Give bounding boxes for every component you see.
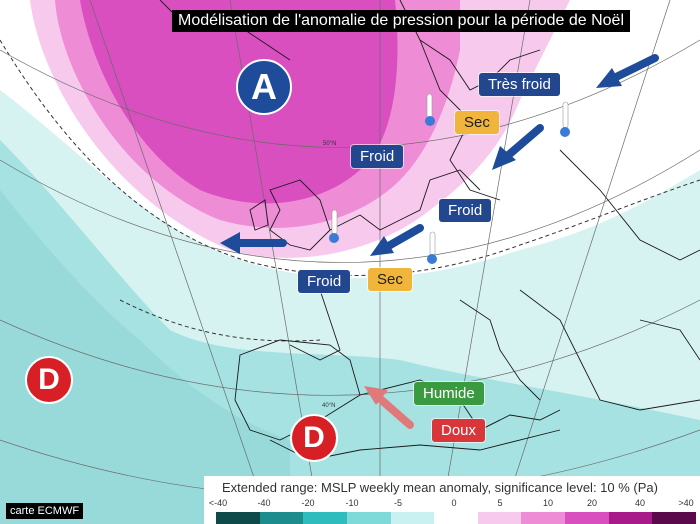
legend-color-swatch	[521, 512, 566, 524]
tag-froid-central: Froid	[439, 199, 492, 222]
source-credit: carte ECMWF	[6, 503, 84, 519]
thermometer-icon-russia	[560, 101, 570, 137]
legend-color-swatch	[477, 512, 522, 524]
legend-tick: 40	[634, 498, 646, 508]
legend-color-swatch	[216, 512, 260, 524]
wind-arrow-icon-east	[596, 54, 659, 88]
wind-arrow-icon-atlantic	[220, 232, 287, 254]
color-legend: Extended range: MSLP weekly mean anomaly…	[204, 476, 700, 524]
high-pressure-marker: A	[236, 59, 292, 115]
legend-ticks: <-40 -40 -20 -10 -5 0 5 10 20 40 >40	[208, 498, 696, 510]
legend-color-scale	[216, 512, 697, 524]
legend-tick: >40	[678, 498, 694, 508]
thermometer-icon-scandinavia	[425, 93, 435, 126]
legend-tick: -40	[257, 498, 271, 508]
tag-froid-north-sea: Froid	[351, 145, 404, 168]
tag-doux: Doux	[432, 419, 486, 442]
legend-color-swatch	[259, 512, 304, 524]
legend-tick: 0	[451, 498, 457, 508]
graticule-label-50n: 50°N	[323, 141, 336, 147]
legend-tick: -5	[393, 498, 403, 508]
legend-color-swatch	[608, 512, 653, 524]
thermometer-icon-uk	[329, 209, 339, 243]
legend-color-swatch	[390, 512, 435, 524]
significance-contour	[0, 39, 700, 276]
low-pressure-marker-spain: D	[290, 414, 338, 462]
wind-arrow-icon-mediterranean	[364, 386, 414, 429]
tag-sec-scandinavia: Sec	[455, 111, 499, 134]
legend-color-swatch	[346, 512, 391, 524]
tag-humide: Humide	[414, 382, 484, 405]
legend-tick: 10	[542, 498, 554, 508]
positive-anomaly-strong	[80, 0, 398, 204]
legend-tick: <-40	[208, 498, 228, 508]
legend-tick: 5	[497, 498, 503, 508]
legend-tick: 20	[586, 498, 598, 508]
negative-anomaly-zone-2	[0, 190, 290, 524]
tag-tres-froid: Très froid	[479, 73, 560, 96]
legend-title: Extended range: MSLP weekly mean anomaly…	[222, 480, 658, 495]
wind-arrow-icon-north-sea	[370, 224, 424, 256]
legend-tick: -20	[301, 498, 315, 508]
legend-tick: -10	[345, 498, 359, 508]
legend-color-swatch	[565, 512, 609, 524]
legend-color-swatch	[434, 512, 478, 524]
legend-color-swatch	[652, 512, 697, 524]
thermometer-icon-central-europe	[427, 231, 437, 264]
low-pressure-marker-atlantic: D	[25, 356, 73, 404]
tag-froid-france: Froid	[298, 270, 351, 293]
tag-sec-france: Sec	[368, 268, 412, 291]
graticule-label-40n: 40°N	[322, 403, 335, 409]
wind-arrow-icon-baltic	[492, 124, 544, 170]
map-title: Modélisation de l'anomalie de pression p…	[172, 10, 630, 32]
legend-color-swatch	[303, 512, 347, 524]
